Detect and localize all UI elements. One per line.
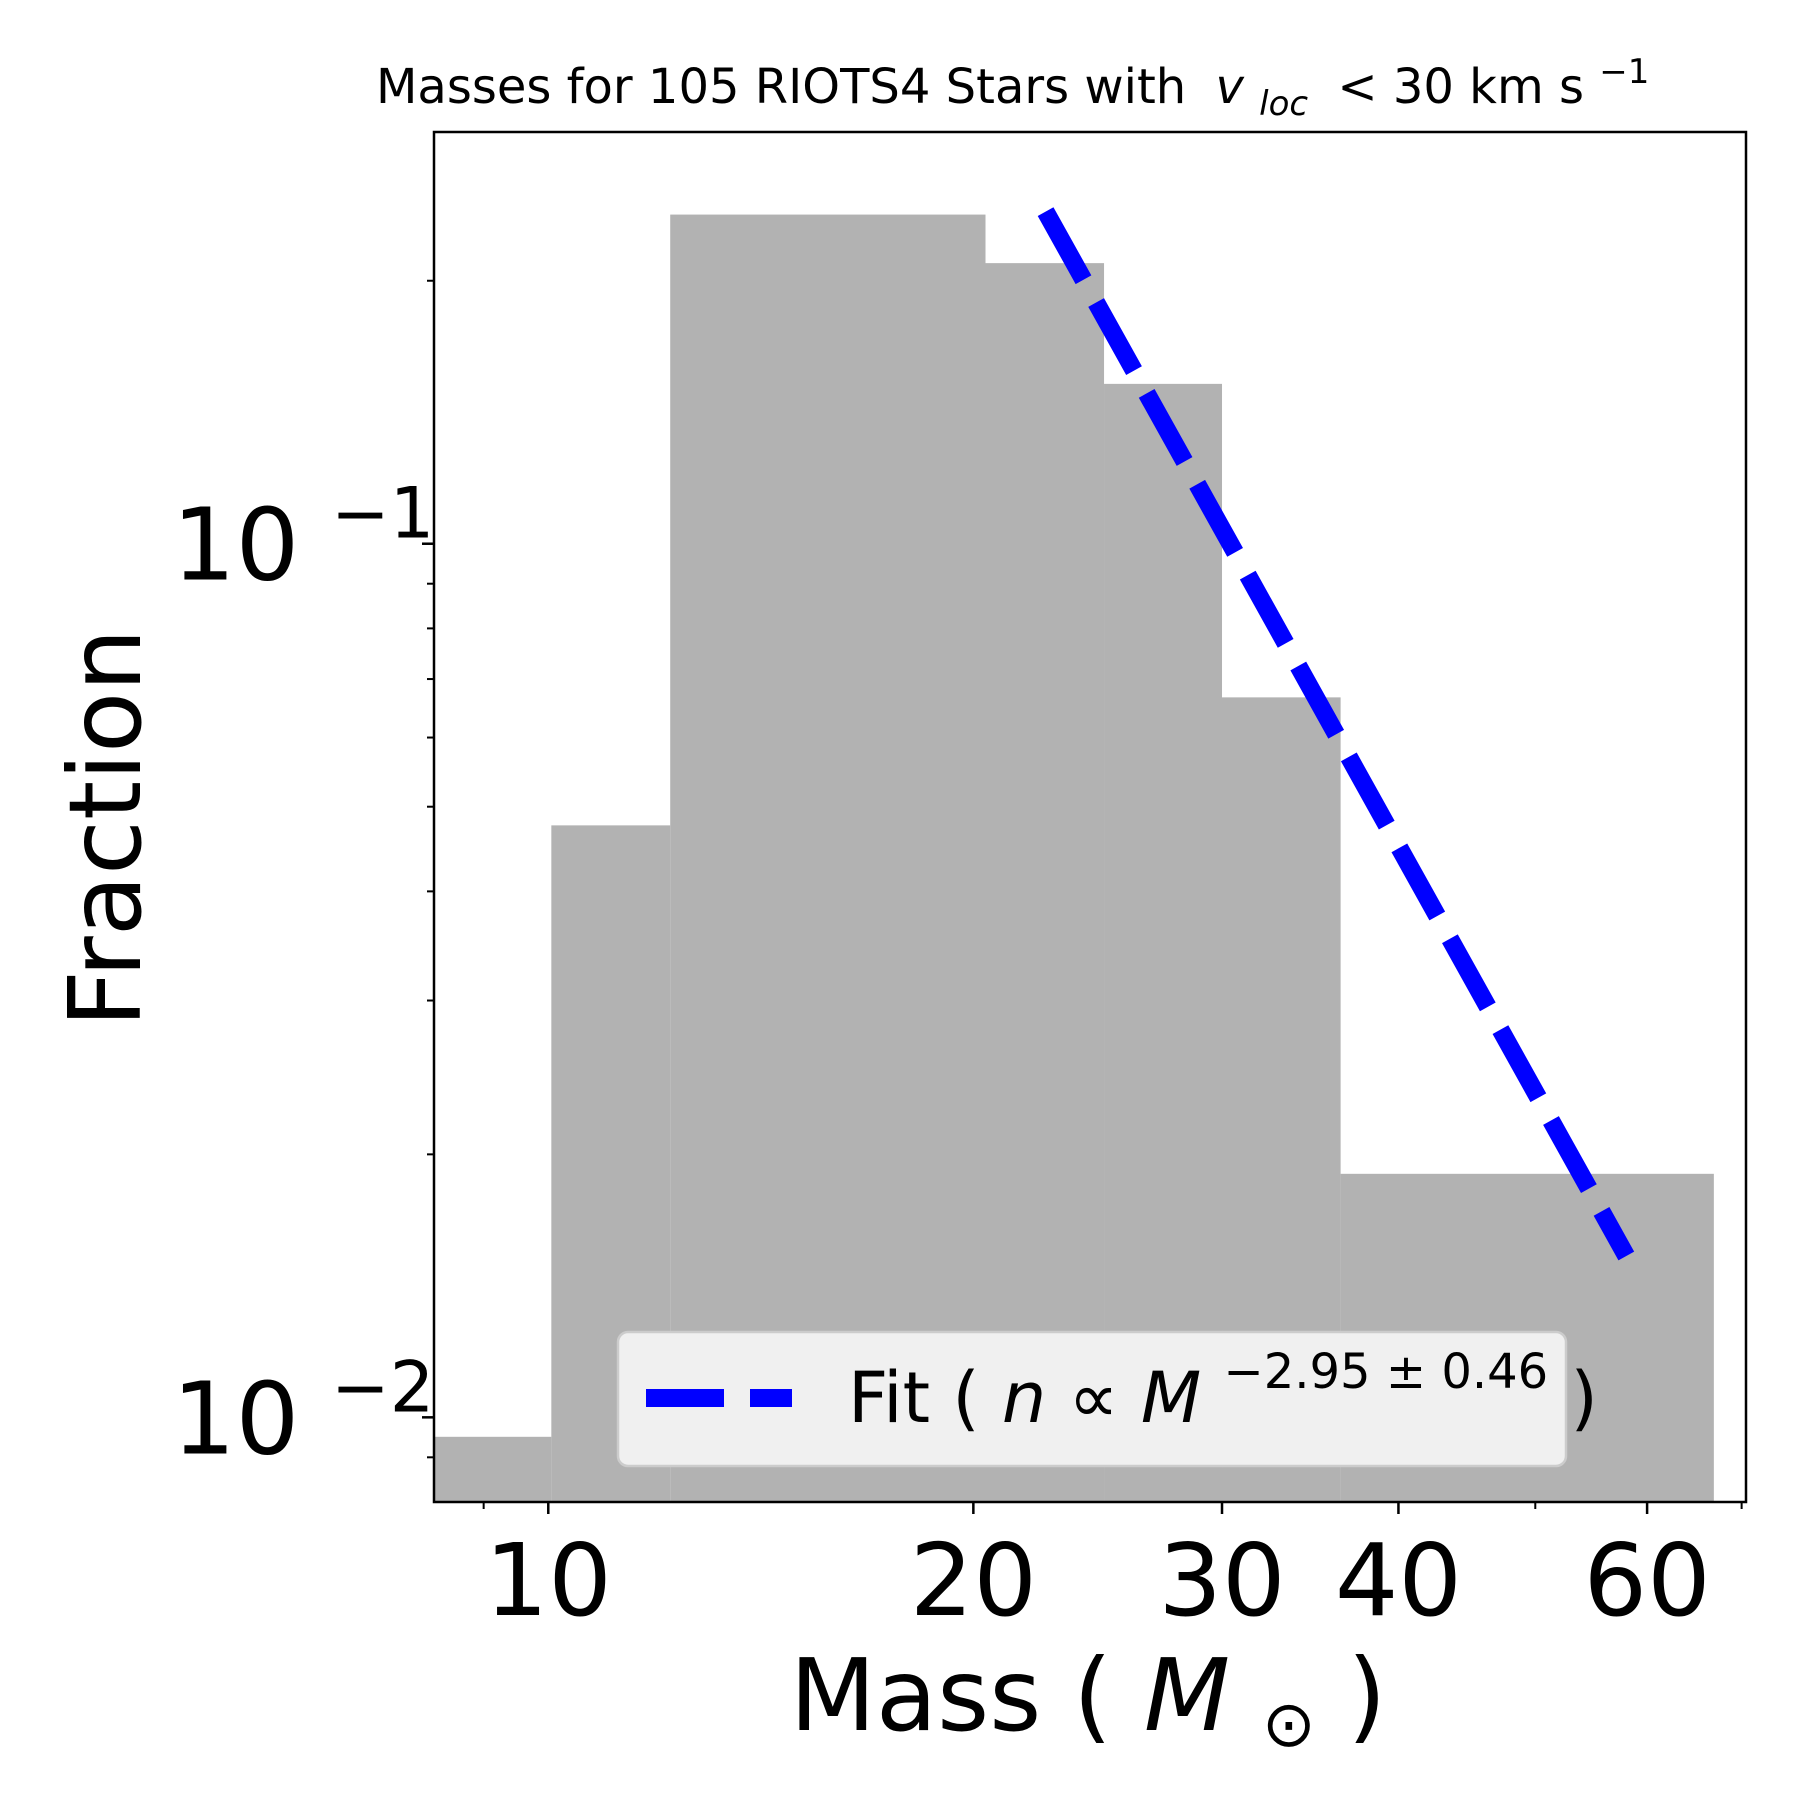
x-tick-label: 40 xyxy=(1335,1522,1462,1639)
y-tick-label: 10 −1 xyxy=(172,473,434,604)
x-tick-label: 30 xyxy=(1158,1522,1285,1639)
legend-label-m: M xyxy=(1141,1357,1201,1439)
legend-box xyxy=(616,1330,1568,1468)
histogram-bar xyxy=(985,263,1105,1503)
chart-title-v: v xyxy=(1215,59,1244,115)
x-axis-label-sub: ⊙ xyxy=(1262,1688,1316,1762)
histogram-bar xyxy=(434,1436,552,1502)
legend-label-prop: ∝ xyxy=(1069,1357,1141,1439)
y-tick-label-base: 10 xyxy=(172,487,299,604)
legend-label-prefix: Fit ( xyxy=(848,1357,980,1439)
legend: Fit ( n ∝ M −2.95 ± 0.46 ) xyxy=(616,1323,1598,1468)
chart-title-v-sub: loc xyxy=(1259,84,1308,124)
y-tick-label-exp: −2 xyxy=(331,1346,434,1428)
plot-frame xyxy=(432,130,1748,1504)
fit-line-group xyxy=(1037,207,1635,1261)
chart-title-suffix-exp: −1 xyxy=(1599,52,1649,92)
y-tick-label: 10 −2 xyxy=(172,1346,434,1477)
histogram-bars xyxy=(434,214,1714,1503)
legend-fit-label: Fit ( n ∝ M −2.95 ± 0.46 ) xyxy=(848,1323,1598,1439)
legend-label-suffix: ) xyxy=(1570,1357,1597,1439)
y-tick-label-base: 10 xyxy=(172,1360,299,1477)
legend-label-exp: −2.95 ± 0.46 xyxy=(1223,1344,1548,1400)
x-tick-labels: 10 20 30 40 60 xyxy=(485,1522,1711,1639)
x-axis-label: Mass ( M ⊙ ) xyxy=(790,1637,1387,1770)
y-axis-ticks xyxy=(422,279,434,1459)
y-tick-labels: 10 −1 10 −2 xyxy=(172,473,434,1478)
histogram-bar xyxy=(670,214,986,1502)
x-tick-label: 60 xyxy=(1583,1522,1710,1639)
x-tick-label: 20 xyxy=(910,1522,1037,1639)
chart-title-suffix: < 30 km s xyxy=(1337,59,1584,115)
x-tick-label: 10 xyxy=(485,1522,612,1639)
x-axis-ticks xyxy=(482,1502,1743,1514)
x-axis-label-suffix: ) xyxy=(1347,1637,1386,1754)
fit-line xyxy=(1037,207,1635,1261)
chart-title-main: Masses for 105 RIOTS4 Stars with xyxy=(376,59,1186,115)
histogram-bar xyxy=(1104,383,1223,1502)
y-axis-label: Fraction xyxy=(47,628,164,1027)
x-axis-label-prefix: Mass ( xyxy=(790,1637,1113,1754)
chart-title: Masses for 105 RIOTS4 Stars with v loc <… xyxy=(376,52,1649,127)
y-tick-label-exp: −1 xyxy=(331,473,434,555)
legend-label-n: n xyxy=(1002,1357,1046,1439)
x-axis-label-symbol: M xyxy=(1144,1637,1230,1754)
